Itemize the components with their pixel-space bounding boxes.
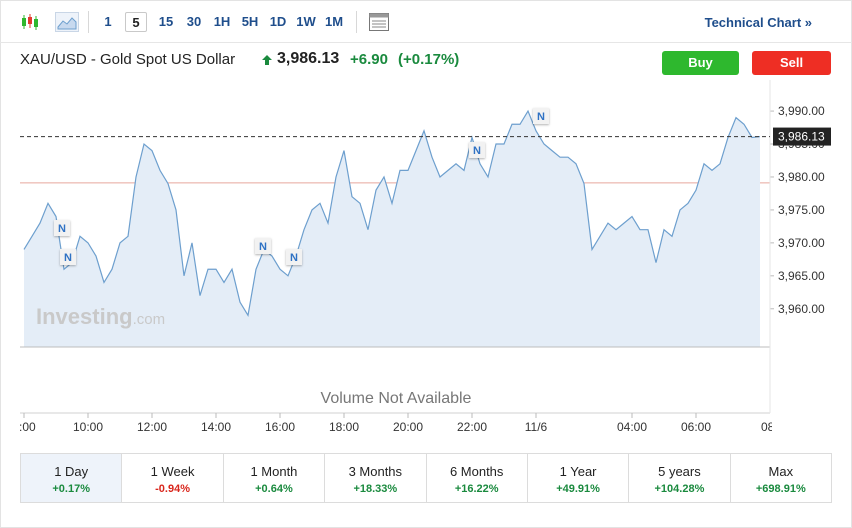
news-marker[interactable]: N [255,238,271,254]
news-marker[interactable]: N [54,220,70,236]
news-markers: N N N N N N [54,108,549,265]
watermark-suffix: .com [133,311,166,328]
news-marker-label: N [58,223,66,235]
interval-button[interactable]: 5 [125,12,147,32]
interval-button[interactable]: 1W [296,14,316,29]
period-tab[interactable]: 5 years +104.28% [629,454,731,502]
news-marker-label: N [473,145,481,157]
last-price: 3,986.13 [277,50,340,67]
x-tick-label: 18:00 [329,420,359,434]
news-marker[interactable]: N [469,142,485,158]
interval-button[interactable]: 5H [241,14,259,29]
period-name: 5 years [658,464,701,479]
buy-button[interactable]: Buy [662,51,739,75]
interval-button[interactable]: 1 [104,14,112,29]
interval-button[interactable]: 1H [213,14,231,29]
period-change: +16.22% [454,483,499,495]
y-tick-label: 3,960.00 [778,302,825,316]
news-marker-box [533,108,549,124]
x-tick-label: 14:00 [201,420,231,434]
period-change: +0.64% [255,483,293,495]
y-tick-label: 3,975.00 [778,203,825,217]
period-tab[interactable]: 1 Year +49.91% [528,454,630,502]
news-marker-label: N [259,241,267,253]
x-tick-label: 11/6 [525,420,548,434]
table-icon[interactable] [368,12,390,32]
period-change: +104.28% [654,483,705,495]
current-price-label: 3,986.13 [778,130,825,144]
interval-button[interactable]: 1D [269,14,287,29]
interval-button[interactable]: 15 [158,14,174,29]
interval-button[interactable]: 30 [186,14,202,29]
area-icon[interactable] [55,12,79,32]
news-marker-label: N [64,252,72,264]
x-tick-label: 16:00 [265,420,295,434]
period-tab[interactable]: 6 Months +16.22% [427,454,528,502]
watermark: Investing.com [36,304,165,329]
y-tick-label: 3,970.00 [778,236,825,250]
period-change: +698.91% [755,483,806,495]
up-arrow [262,55,272,65]
watermark-main: Investing [36,304,133,329]
interval-button[interactable]: 1M [324,14,344,29]
news-marker-box [469,142,485,158]
x-tick-label: 10:00 [73,420,103,434]
price-line [23,109,761,318]
news-marker-label: N [290,252,298,264]
period-change: +49.91% [556,483,600,495]
toolbar: 1 5 15 30 1H 5H 1D 1W 1M Technical Chart » [0,0,852,43]
news-marker-box [54,220,70,236]
period-change: -0.94% [155,483,190,495]
y-tick-label: 3,980.00 [778,170,825,184]
x-tick-label: 12:00 [137,420,167,434]
news-marker-label: N [537,111,545,123]
x-tick-label: 8:00 [12,420,36,434]
separator [88,11,89,33]
period-name: 1 Day [54,464,89,479]
y-tick-label: 3,990.00 [778,104,825,118]
x-tick-label: 22:00 [457,420,487,434]
x-tick-label: 04:00 [617,420,647,434]
period-name: Max [768,464,794,479]
period-name: 6 Months [449,464,504,479]
period-tab[interactable]: 3 Months +18.33% [325,454,427,502]
sell-button[interactable]: Sell [752,51,831,75]
price-change-percent: (+0.17%) [398,51,460,68]
period-change: +0.17% [52,483,90,495]
x-tick-label: 06:00 [681,420,711,434]
news-marker[interactable]: N [286,249,302,265]
period-name: 1 Year [559,464,597,479]
news-marker-box [255,238,271,254]
period-tab[interactable]: 1 Week -0.94% [122,454,224,502]
period-tab[interactable]: 1 Month +0.64% [224,454,326,502]
separator [356,11,357,33]
news-marker[interactable]: N [533,108,549,124]
candles-icon[interactable] [20,12,40,32]
x-tick-label: 20:00 [393,420,423,434]
period-tab[interactable]: 1 Day +0.17% [21,454,123,502]
chart: 8:00 10:00 12:00 14:00 16:00 18:00 20:00 22:00 1… [12,80,831,434]
period-name: 1 Month [250,464,298,479]
news-marker-box [60,249,76,265]
area-fill [24,111,760,347]
x-tick-label: 08:30 [761,420,791,434]
period-name: 1 Week [150,464,195,479]
current-price-tag [773,127,831,146]
period-change: +18.33% [353,483,398,495]
price-change: +6.90 [350,51,388,68]
news-marker-box [286,249,302,265]
news-marker[interactable]: N [60,249,76,265]
technical-chart-link[interactable]: Technical Chart » [704,15,812,30]
period-tab[interactable]: Max +698.91% [731,454,831,502]
period-name: 3 Months [348,464,403,479]
period-tabs: 1 Day +0.17% 1 Week -0.94% 1 Month +0.64% 3 Mo… [20,453,832,503]
volume-note: Volume Not Available [321,390,472,407]
y-tick-label: 3,965.00 [778,269,825,283]
instrument-title: XAU/USD - Gold Spot US Dollar [20,51,236,68]
